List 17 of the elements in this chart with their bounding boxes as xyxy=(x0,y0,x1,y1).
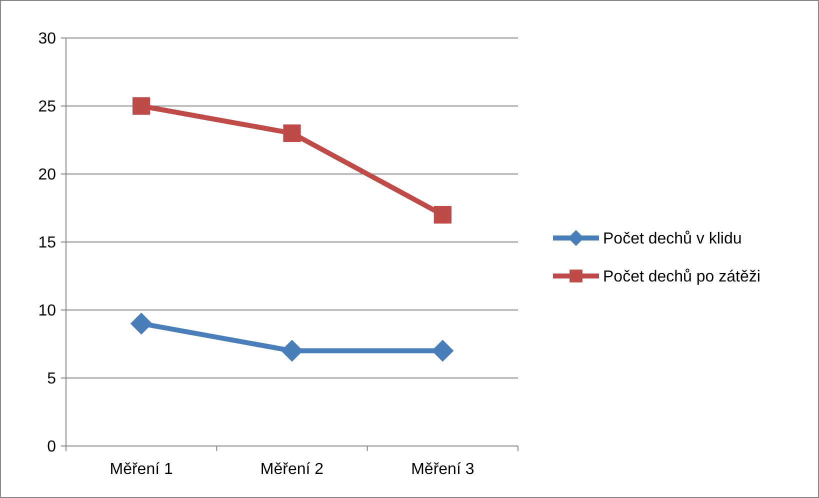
x-tick-label: Měření 3 xyxy=(411,461,474,478)
point xyxy=(132,97,150,115)
y-tick-label: 20 xyxy=(38,166,56,184)
legend-label: Počet dechů po zátěži xyxy=(603,268,760,286)
point xyxy=(281,340,303,362)
y-tick-label: 15 xyxy=(38,234,56,252)
x-tick-label: Měření 1 xyxy=(110,461,174,478)
legend-label: Počet dechů v klidu xyxy=(603,230,742,248)
y-tick-label: 0 xyxy=(47,438,56,456)
y-tick-label: 10 xyxy=(38,302,56,320)
point xyxy=(130,312,152,335)
y-tick-label: 5 xyxy=(47,370,56,388)
y-tick-label: 30 xyxy=(38,30,56,48)
point xyxy=(434,206,452,224)
point xyxy=(283,124,301,142)
y-tick-label: 25 xyxy=(38,98,56,116)
x-tick-label: Měření 2 xyxy=(260,461,324,478)
